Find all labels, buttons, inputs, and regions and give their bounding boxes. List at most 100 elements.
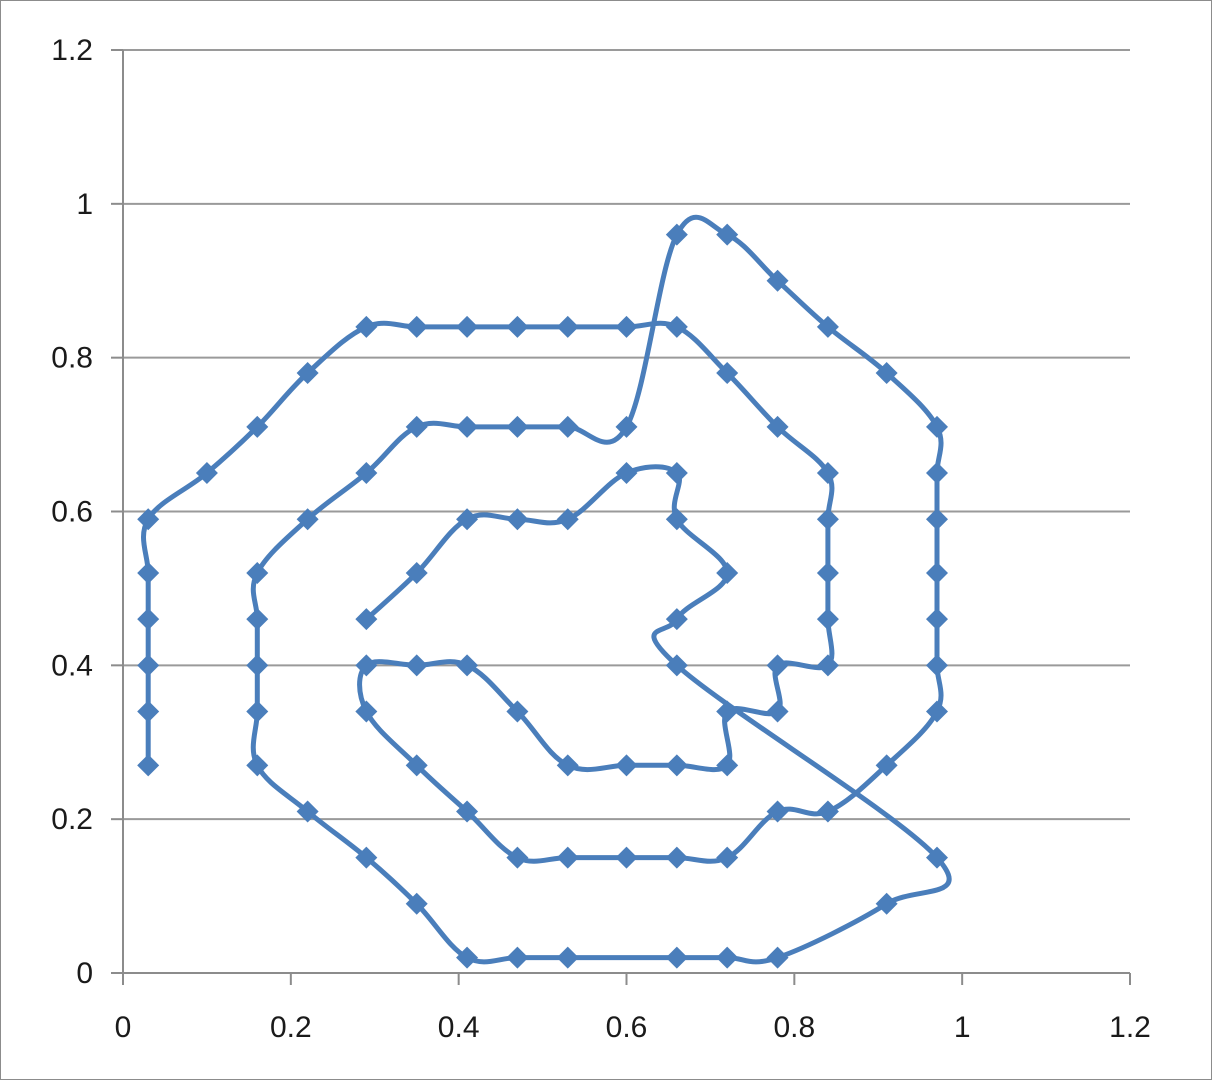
y-tick-label: 1.2	[51, 34, 93, 67]
y-tick-labels: 0 0.2 0.4 0.6 0.8 1 1.2	[51, 34, 93, 990]
data-point-59	[506, 415, 529, 438]
data-point-24	[766, 700, 789, 723]
y-tick-label: 1	[76, 188, 93, 221]
y-tick-label: 0.2	[51, 803, 93, 836]
data-point-12	[506, 315, 529, 338]
data-point-20	[816, 562, 839, 585]
data-point-0	[137, 754, 160, 777]
data-point-87	[506, 508, 529, 531]
y-tick-label: 0.4	[51, 649, 93, 682]
data-point-45	[925, 700, 948, 723]
data-point-30	[506, 700, 529, 723]
data-point-19	[816, 508, 839, 531]
data-point-27	[665, 754, 688, 777]
data-point-63	[296, 508, 319, 531]
data-point-89	[405, 562, 428, 585]
data-point-1	[137, 700, 160, 723]
data-point-33	[355, 654, 378, 677]
data-point-62	[355, 462, 378, 485]
data-point-28	[615, 754, 638, 777]
data-point-29	[556, 754, 579, 777]
data-markers	[137, 223, 948, 969]
data-point-42	[766, 800, 789, 823]
data-point-26	[716, 754, 739, 777]
data-point-67	[246, 700, 269, 723]
data-point-6	[195, 462, 218, 485]
x-tick-label: 0.6	[606, 1011, 648, 1044]
x-tick-label: 0.8	[773, 1011, 815, 1044]
data-point-80	[665, 654, 688, 677]
data-point-82	[716, 562, 739, 585]
data-point-60	[456, 415, 479, 438]
data-point-86	[556, 508, 579, 531]
data-point-34	[355, 700, 378, 723]
data-point-25	[716, 700, 739, 723]
data-point-57	[615, 415, 638, 438]
data-point-36	[456, 800, 479, 823]
x-tick-label: 0.4	[438, 1011, 480, 1044]
data-point-69	[296, 800, 319, 823]
gridlines	[123, 49, 1130, 821]
data-point-17	[766, 415, 789, 438]
y-tick-label: 0	[76, 957, 93, 990]
data-point-81	[665, 608, 688, 631]
data-point-18	[816, 462, 839, 485]
data-point-35	[405, 754, 428, 777]
data-point-11	[456, 315, 479, 338]
data-point-65	[246, 608, 269, 631]
x-tick-label: 1.2	[1109, 1011, 1151, 1044]
data-point-71	[405, 892, 428, 915]
data-point-85	[615, 462, 638, 485]
y-tick-label: 0.8	[51, 342, 93, 375]
data-point-15	[665, 315, 688, 338]
data-point-5	[137, 508, 160, 531]
data-point-73	[506, 946, 529, 969]
data-point-16	[716, 362, 739, 385]
data-point-56	[665, 223, 688, 246]
data-point-38	[556, 846, 579, 869]
data-point-4	[137, 562, 160, 585]
data-point-77	[766, 946, 789, 969]
data-point-74	[556, 946, 579, 969]
data-point-61	[405, 415, 428, 438]
data-point-31	[456, 654, 479, 677]
data-point-54	[766, 269, 789, 292]
data-point-48	[925, 562, 948, 585]
data-point-90	[355, 608, 378, 631]
data-point-68	[246, 754, 269, 777]
data-point-43	[816, 800, 839, 823]
data-point-70	[355, 846, 378, 869]
data-point-39	[615, 846, 638, 869]
data-point-78	[875, 892, 898, 915]
data-point-51	[925, 415, 948, 438]
data-point-47	[925, 608, 948, 631]
data-point-13	[556, 315, 579, 338]
data-point-22	[816, 654, 839, 677]
data-point-2	[137, 654, 160, 677]
data-point-58	[556, 415, 579, 438]
data-point-75	[665, 946, 688, 969]
data-point-41	[716, 846, 739, 869]
data-point-64	[246, 562, 269, 585]
data-point-14	[615, 315, 638, 338]
data-point-3	[137, 608, 160, 631]
data-point-49	[925, 508, 948, 531]
data-point-32	[405, 654, 428, 677]
data-point-37	[506, 846, 529, 869]
data-point-55	[716, 223, 739, 246]
data-point-76	[716, 946, 739, 969]
data-point-72	[456, 946, 479, 969]
x-tick-labels: 0 0.2 0.4 0.6 0.8 1 1.2	[115, 1011, 1151, 1044]
data-point-66	[246, 654, 269, 677]
y-tick-label: 0.6	[51, 496, 93, 529]
data-point-46	[925, 654, 948, 677]
data-point-50	[925, 462, 948, 485]
data-point-9	[355, 315, 378, 338]
data-point-7	[246, 415, 269, 438]
data-point-8	[296, 362, 319, 385]
data-point-79	[925, 846, 948, 869]
data-point-44	[875, 754, 898, 777]
x-tick-label: 0.2	[270, 1011, 312, 1044]
